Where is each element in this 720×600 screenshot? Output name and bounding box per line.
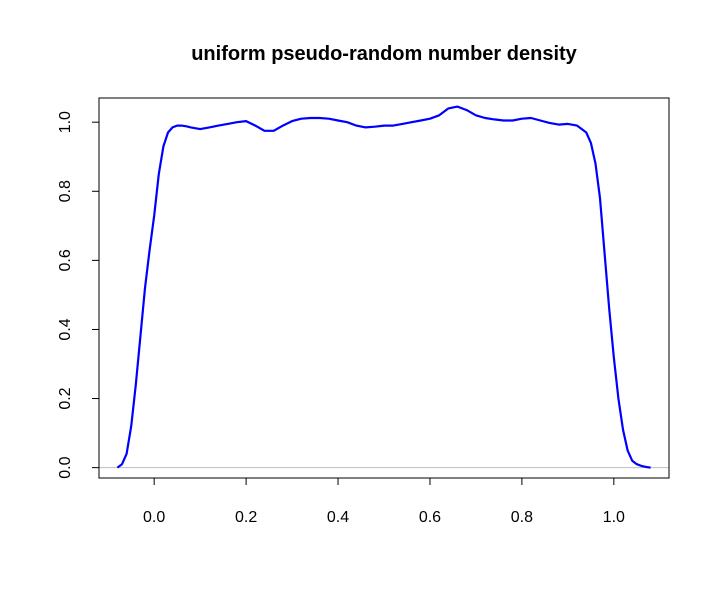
x-tick-label: 0.0 xyxy=(143,509,165,526)
x-tick-label: 1.0 xyxy=(603,509,625,526)
x-axis: 0.0 0.2 0.4 0.6 0.8 1.0 xyxy=(143,477,625,526)
y-tick-label: 0.0 xyxy=(57,456,74,478)
y-tick-label: 0.2 xyxy=(57,387,74,409)
x-tick-label: 0.2 xyxy=(235,509,257,526)
y-tick-label: 0.6 xyxy=(57,249,74,271)
x-tick-label: 0.8 xyxy=(511,509,533,526)
x-tick-label: 0.6 xyxy=(419,509,441,526)
density-line xyxy=(116,105,651,469)
plot-frame xyxy=(98,97,670,479)
y-axis: 0.0 0.2 0.4 0.6 0.8 1.0 xyxy=(57,111,100,479)
y-tick-label: 0.4 xyxy=(57,318,74,340)
y-tick-label: 1.0 xyxy=(57,111,74,133)
chart-title: uniform pseudo-random number density xyxy=(191,43,577,65)
x-tick-label: 0.4 xyxy=(327,509,349,526)
y-tick-label: 0.8 xyxy=(57,180,74,202)
